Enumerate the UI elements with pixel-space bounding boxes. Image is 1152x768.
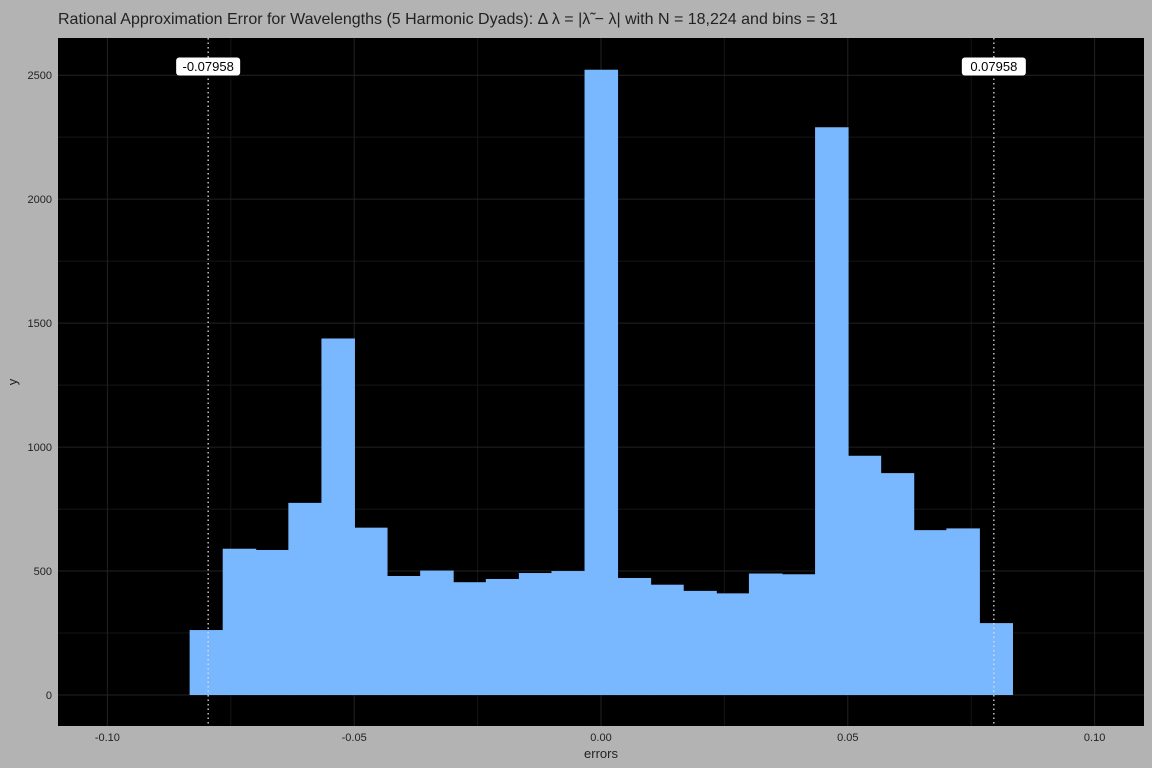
histogram-bar [288,502,322,696]
histogram-bar [815,127,849,696]
reference-lines: -0.07958 0.07958 [176,38,1026,726]
x-axis-title: errors [584,746,618,761]
y-tick-label: 1500 [28,318,52,330]
histogram-bar [650,584,684,696]
y-tick-label: 500 [34,566,52,578]
histogram-bar [420,570,454,696]
x-tick-label: 0.05 [837,732,858,744]
histogram-bar [781,574,816,696]
histogram-bar [387,576,421,696]
histogram-bar [946,528,980,696]
y-tick-label: 2500 [28,70,52,82]
x-tick-label: -0.10 [95,732,120,744]
reference-label-box [176,57,241,76]
histogram-bar [584,69,619,696]
histogram-bar [222,548,257,696]
histogram-bar [189,630,224,696]
histogram-bar [518,573,553,696]
y-axis-title: y [5,378,20,385]
reference-label-box [961,57,1026,76]
reference-label: 0.07958 [970,59,1017,74]
y-tick-label: 1000 [28,442,52,454]
histogram-bar [485,578,520,696]
x-tick-label: -0.05 [342,732,367,744]
histogram-bar [748,573,783,696]
histogram-bar [880,473,915,696]
histogram-bar [321,338,355,696]
histogram-bars [189,69,1013,696]
y-tick-label: 0 [46,690,52,702]
histogram-bar [255,549,289,696]
histogram-bar [617,577,652,696]
x-tick-label: 0.00 [590,732,611,744]
reference-label: -0.07958 [183,59,234,74]
chart-title: Rational Approximation Error for Wavelen… [58,11,838,28]
histogram-bar [354,527,388,696]
x-tick-label: 0.10 [1084,732,1105,744]
histogram-bar [716,593,750,696]
histogram-bar [683,590,717,696]
histogram-bar [452,582,487,696]
histogram-bar [979,623,1013,696]
histogram-bar [847,455,882,696]
histogram-bar [551,571,585,696]
x-axis-ticks: -0.10 -0.05 0.00 0.05 0.10 [95,732,1106,744]
y-tick-label: 2000 [28,194,52,206]
y-axis-ticks: 0 500 1000 1500 2000 2500 [28,70,52,702]
histogram-bar [913,530,948,696]
